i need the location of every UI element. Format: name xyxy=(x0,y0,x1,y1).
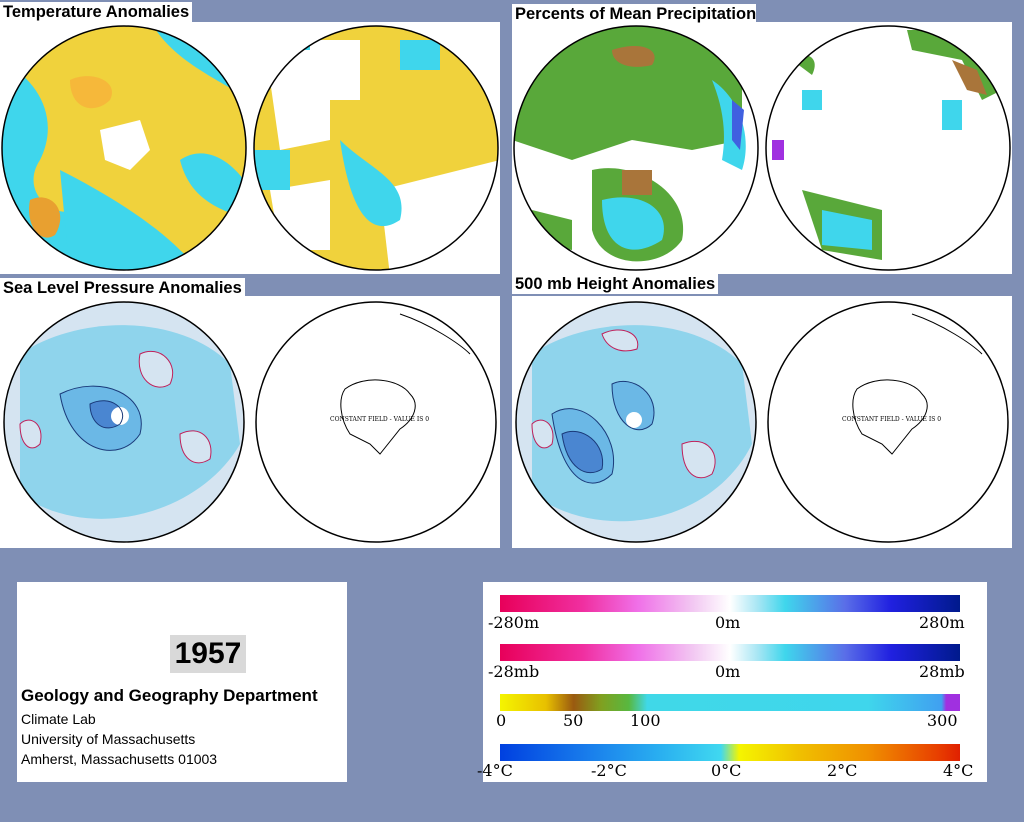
height-min-label: -280m xyxy=(488,613,540,632)
slp-north-map xyxy=(3,301,245,543)
height-north-map xyxy=(515,301,757,543)
slp-south-label: CONSTANT FIELD - VALUE IS 0 xyxy=(330,416,430,423)
temperature-colorbar xyxy=(500,744,960,761)
precipitation-south-map xyxy=(765,25,1011,271)
temperature-title: Temperature Anomalies xyxy=(0,2,193,22)
height-max-label: 280m xyxy=(919,613,965,632)
temp-minus2-label: -2°C xyxy=(591,761,627,780)
address-line-1: Climate Lab xyxy=(21,711,96,727)
precip-100-label: 100 xyxy=(630,711,661,730)
precip-50-label: 50 xyxy=(563,711,584,730)
temperature-south-map xyxy=(253,25,499,271)
height-mid-label: 0m xyxy=(715,613,741,632)
temperature-panel xyxy=(0,22,500,274)
pressure-colorbar xyxy=(500,644,960,661)
temperature-north-map xyxy=(1,25,247,271)
precip-title: Percents of Mean Precipitation xyxy=(512,4,757,24)
legend-box: -280m 0m 280m -28mb 0m 28mb 0 50 100 300… xyxy=(477,582,987,782)
height-panel: CONSTANT FIELD - VALUE IS 0 xyxy=(512,296,1012,548)
temp-2-label: 2°C xyxy=(827,761,858,780)
year-label: 1957 xyxy=(170,635,246,673)
height-colorbar xyxy=(500,595,960,612)
precipitation-panel xyxy=(512,22,1012,274)
precipitation-north-map xyxy=(513,25,759,271)
temp-minus4-label: -4°C xyxy=(477,761,513,780)
address-line-3: Amherst, Massachusetts 01003 xyxy=(21,751,218,767)
precip-colorbar xyxy=(500,694,960,711)
height-title: 500 mb Height Anomalies xyxy=(512,274,719,294)
pressure-mid-label: 0m xyxy=(715,662,741,681)
temp-4-label: 4°C xyxy=(943,761,974,780)
height-south-label: CONSTANT FIELD - VALUE IS 0 xyxy=(842,416,942,423)
info-box: 1957 Geology and Geography Department Cl… xyxy=(17,582,347,782)
pressure-min-label: -28mb xyxy=(488,662,540,681)
department-label: Geology and Geography Department xyxy=(21,686,318,705)
slp-panel: CONSTANT FIELD - VALUE IS 0 xyxy=(0,296,500,548)
precip-300-label: 300 xyxy=(927,711,958,730)
precip-0-label: 0 xyxy=(496,711,507,730)
pressure-max-label: 28mb xyxy=(919,662,965,681)
height-south-map xyxy=(767,301,1009,543)
address-line-2: University of Massachusetts xyxy=(21,731,196,747)
slp-south-map xyxy=(255,301,497,543)
slp-title: Sea Level Pressure Anomalies xyxy=(0,278,245,298)
temp-0-label: 0°C xyxy=(711,761,742,780)
